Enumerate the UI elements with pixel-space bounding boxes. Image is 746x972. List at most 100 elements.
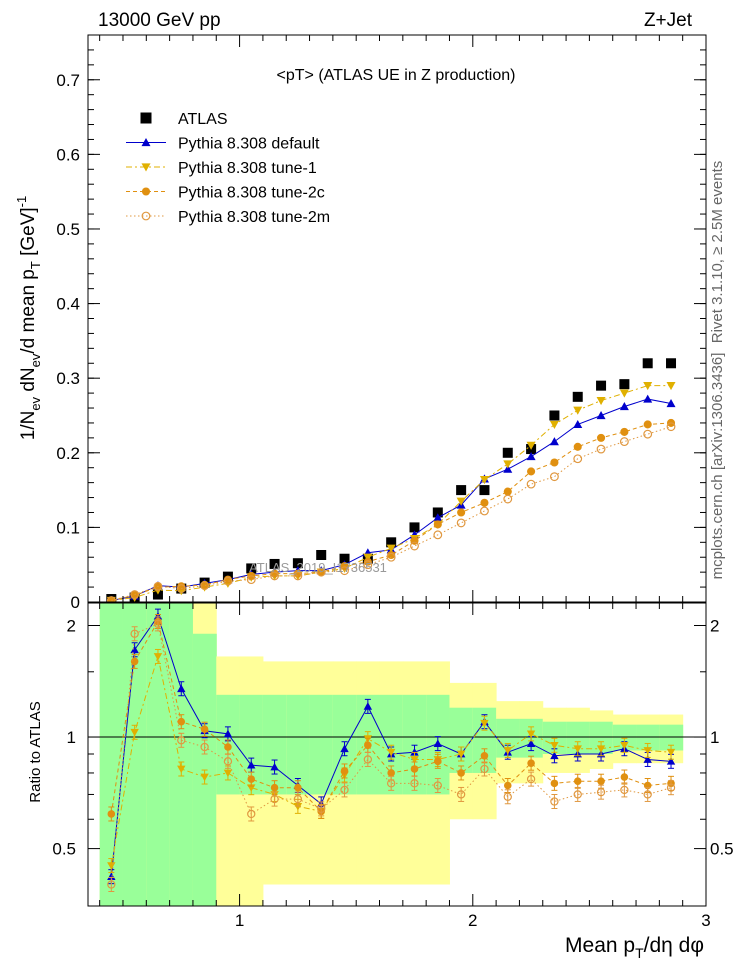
ratio-series-tune2m xyxy=(107,616,676,893)
point-tune1 xyxy=(526,441,536,450)
ratio-point-tune2m xyxy=(177,736,186,745)
point-tune1 xyxy=(456,497,466,506)
legend-marker xyxy=(140,112,152,124)
point-tune1 xyxy=(479,476,489,485)
ratio-point-tune2c xyxy=(364,741,372,750)
y-tick-label: 0.1 xyxy=(56,518,80,537)
ratio-point-tune2c xyxy=(527,759,535,767)
ratio-point-default xyxy=(270,762,279,771)
point-atlas xyxy=(456,485,467,496)
ratio-point-default xyxy=(223,729,233,738)
y-tick-label: 0.5 xyxy=(56,220,80,239)
point-default xyxy=(619,402,629,411)
band-inner xyxy=(262,694,287,795)
point-atlas xyxy=(339,553,350,564)
point-tune2m xyxy=(270,571,279,581)
ratio-point-tune1 xyxy=(177,765,186,774)
point-tune2m xyxy=(456,518,466,528)
point-tune2m xyxy=(340,566,349,576)
legend-item: Pythia 8.308 tune-1 xyxy=(126,160,317,177)
ratio-point-tune2c xyxy=(340,767,349,775)
point-tune2c xyxy=(293,569,302,578)
band-inner xyxy=(122,603,147,906)
band-inner xyxy=(566,721,590,755)
ratio-y-axis-label: Ratio to ATLAS xyxy=(27,701,44,802)
point-atlas xyxy=(316,549,327,560)
ratio-point-tune1 xyxy=(620,741,629,750)
point-tune2m xyxy=(106,596,116,602)
ratio-point-tune2m xyxy=(270,794,279,804)
point-atlas xyxy=(549,410,560,421)
ratio-plot-area xyxy=(88,603,706,906)
ratio-point-tune1 xyxy=(596,745,606,753)
point-tune2m xyxy=(573,454,583,464)
y-tick-label: 0.7 xyxy=(56,71,80,90)
point-default xyxy=(643,394,653,403)
ratio-point-tune1 xyxy=(200,773,209,782)
ratio-point-tune2c xyxy=(434,757,442,766)
ratio-point-default xyxy=(247,760,256,769)
band-inner xyxy=(309,694,334,795)
ratio-y-tick-label-right: 2 xyxy=(710,616,719,635)
point-atlas xyxy=(619,379,630,390)
ratio-point-default xyxy=(666,757,676,765)
point-tune2m xyxy=(480,506,489,516)
ratio-y-tick-label-right: 1 xyxy=(710,728,719,747)
ratio-point-tune2m xyxy=(200,742,209,752)
point-default xyxy=(503,464,513,473)
band-inner xyxy=(402,694,427,795)
band-inner xyxy=(169,603,194,906)
ratio-point-tune2m xyxy=(107,880,116,889)
point-atlas xyxy=(409,522,420,533)
point-atlas xyxy=(269,558,280,569)
point-atlas xyxy=(292,558,303,569)
ratio-point-tune2m xyxy=(317,804,326,814)
ratio-point-tune2m xyxy=(503,792,512,801)
ratio-point-tune2c xyxy=(597,777,605,785)
ratio-point-tune2c xyxy=(480,752,489,760)
ratio-point-tune2m xyxy=(433,781,442,790)
point-tune2m xyxy=(386,552,396,562)
ratio-point-tune2c xyxy=(270,783,279,792)
ratio-point-tune2m xyxy=(293,794,303,804)
legend-label: Pythia 8.308 tune-1 xyxy=(178,160,317,177)
point-tune1 xyxy=(549,420,559,429)
legend: ATLAS Pythia 8.308 default Pythia 8.308 tu… xyxy=(126,111,330,226)
point-tune1 xyxy=(643,382,653,391)
legend-item: Pythia 8.308 default xyxy=(126,136,320,153)
point-tune2c xyxy=(503,487,512,496)
legend-item: Pythia 8.308 tune-2m xyxy=(126,209,330,226)
point-tune2m xyxy=(246,575,256,585)
series-default xyxy=(107,394,676,602)
band-inner xyxy=(449,707,474,773)
point-tune2c xyxy=(480,498,489,507)
point-tune2c xyxy=(387,550,396,560)
legend-label: Pythia 8.308 default xyxy=(178,136,320,153)
point-tune2m xyxy=(293,571,303,581)
ratio-point-default xyxy=(526,739,536,747)
series-atlas xyxy=(106,358,677,602)
band-inner xyxy=(146,603,171,906)
ratio-point-tune2c xyxy=(294,783,302,792)
y-tick-label: 0.4 xyxy=(56,295,80,314)
ratio-point-default xyxy=(643,755,652,763)
series-line-default xyxy=(111,398,672,601)
ratio-point-default xyxy=(410,748,419,756)
x-tick-label: 1 xyxy=(235,911,244,930)
ratio-point-tune2m xyxy=(247,809,256,819)
ratio-point-tune2m xyxy=(153,619,163,629)
ratio-point-tune2c xyxy=(107,810,116,818)
point-tune2m xyxy=(200,581,210,591)
legend-marker xyxy=(141,187,151,196)
ratio-point-tune1 xyxy=(153,653,163,661)
x-axis-label: Mean pT/dη dφ xyxy=(565,934,704,961)
point-tune2c xyxy=(620,427,629,436)
point-atlas xyxy=(386,537,397,548)
point-atlas xyxy=(596,380,607,391)
band-inner xyxy=(589,721,614,755)
y-tick-label: 0.2 xyxy=(56,444,80,463)
legend-marker xyxy=(141,138,151,147)
point-tune2c xyxy=(177,582,186,591)
ratio-point-tune1 xyxy=(643,747,652,755)
legend-item: ATLAS xyxy=(140,111,228,128)
